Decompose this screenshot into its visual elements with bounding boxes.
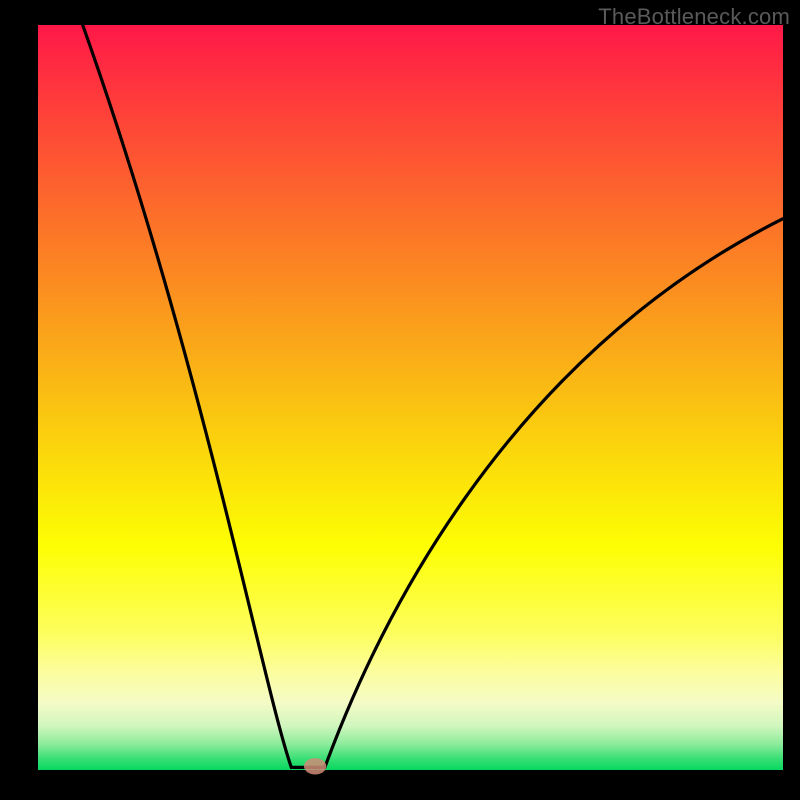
watermark-text: TheBottleneck.com <box>598 4 790 30</box>
minimum-marker <box>304 758 326 774</box>
bottleneck-chart <box>0 0 800 800</box>
plot-background <box>38 25 783 770</box>
chart-container: TheBottleneck.com <box>0 0 800 800</box>
